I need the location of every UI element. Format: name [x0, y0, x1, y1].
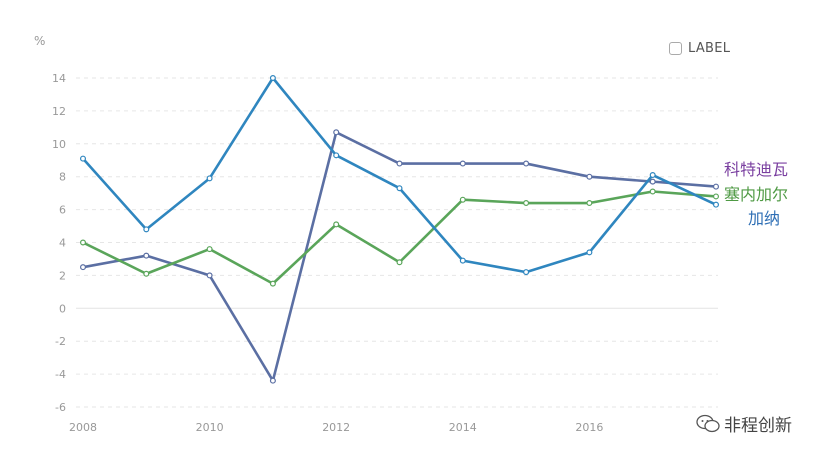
data-point [396, 160, 403, 167]
y-tick-label: 4 [59, 237, 66, 250]
watermark: 非程创新 [695, 411, 792, 436]
y-tick-label: -2 [55, 335, 66, 348]
data-point [712, 193, 719, 200]
series-label-ghana: 加纳 [748, 209, 781, 228]
label-toggle[interactable]: LABEL [669, 41, 730, 56]
y-axis-unit-label: % [34, 34, 46, 48]
data-point [459, 196, 466, 203]
y-tick-label: 12 [52, 105, 66, 118]
data-point [143, 226, 150, 233]
data-point [269, 280, 276, 287]
data-point [79, 155, 86, 162]
data-point [586, 200, 593, 207]
data-point [586, 249, 593, 256]
data-point [649, 188, 656, 195]
series-line [81, 130, 718, 382]
data-point [649, 178, 656, 185]
wechat-icon [696, 414, 720, 432]
series-label-cote-divoire: 科特迪瓦 [724, 160, 789, 179]
y-tick-label: 8 [59, 171, 66, 184]
data-point [206, 272, 213, 279]
data-point [333, 152, 340, 159]
y-tick-label: 2 [59, 269, 66, 282]
data-point [143, 252, 150, 259]
data-point [206, 246, 213, 253]
y-tick-label: 6 [59, 204, 66, 217]
data-point [523, 269, 530, 276]
data-point [333, 221, 340, 228]
data-point [586, 173, 593, 180]
data-point [79, 239, 86, 246]
y-tick-label: 14 [52, 72, 66, 85]
y-tick-label: 10 [52, 138, 66, 151]
watermark-text: 非程创新 [724, 416, 792, 436]
data-point [459, 160, 466, 167]
data-point [143, 270, 150, 277]
data-point [396, 259, 403, 266]
y-tick-label: -6 [55, 401, 66, 414]
data-point [79, 264, 86, 271]
x-tick-label: 2010 [196, 421, 224, 434]
data-point [712, 183, 719, 190]
data-point [396, 185, 403, 192]
data-point [269, 74, 276, 81]
data-point [523, 160, 530, 167]
x-tick-label: 2012 [322, 421, 350, 434]
series-label-senegal: 塞内加尔 [724, 185, 789, 204]
x-tick-label: 2008 [69, 421, 97, 434]
data-point [206, 175, 213, 182]
label-checkbox[interactable] [669, 42, 682, 55]
label-toggle-text: LABEL [688, 41, 731, 56]
data-point [649, 172, 656, 179]
y-tick-label: 0 [59, 302, 66, 315]
data-point [333, 129, 340, 136]
data-point [269, 377, 276, 384]
x-tick-label: 2014 [449, 421, 477, 434]
data-point [712, 201, 719, 208]
data-point [523, 200, 530, 207]
x-tick-label: 2016 [575, 421, 603, 434]
data-point [459, 257, 466, 264]
y-tick-label: -4 [55, 368, 66, 381]
